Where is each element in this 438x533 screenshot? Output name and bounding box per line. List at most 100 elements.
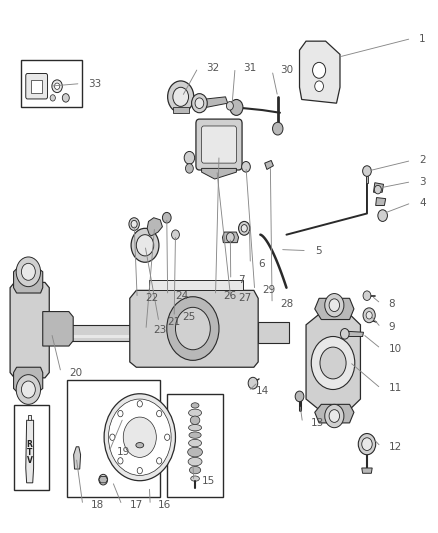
Circle shape [109,399,171,475]
Circle shape [241,224,247,232]
Circle shape [242,161,251,172]
Circle shape [162,213,171,223]
Circle shape [136,235,154,256]
Polygon shape [366,176,368,183]
Circle shape [137,467,142,474]
Circle shape [195,98,204,109]
Text: T: T [27,448,32,457]
Circle shape [185,164,193,173]
Ellipse shape [189,466,201,474]
Circle shape [362,438,372,450]
Circle shape [137,401,142,407]
Circle shape [325,405,344,427]
Polygon shape [14,266,43,293]
Polygon shape [147,217,162,236]
Circle shape [272,122,283,135]
Circle shape [129,217,139,230]
Circle shape [325,294,344,317]
Text: 22: 22 [145,293,158,303]
Text: 23: 23 [154,325,167,335]
Text: 3: 3 [419,176,426,187]
Ellipse shape [187,447,202,457]
FancyBboxPatch shape [201,126,237,163]
Text: 30: 30 [280,66,293,75]
Polygon shape [265,160,273,169]
Circle shape [21,381,35,398]
Text: 7: 7 [239,274,245,285]
Text: 14: 14 [256,386,269,396]
FancyBboxPatch shape [196,119,242,170]
Circle shape [184,151,194,164]
Ellipse shape [188,457,202,466]
Circle shape [54,83,60,90]
Circle shape [320,347,346,379]
Circle shape [131,228,159,262]
Circle shape [329,299,339,312]
Text: 26: 26 [223,290,237,301]
Text: 1: 1 [419,34,426,44]
Text: 8: 8 [389,298,396,309]
Circle shape [295,391,304,402]
Text: 17: 17 [130,500,143,510]
Text: 16: 16 [158,500,171,510]
Polygon shape [376,198,386,206]
Circle shape [123,417,156,457]
Bar [14,406,49,490]
Circle shape [363,308,375,322]
Circle shape [131,220,137,228]
Polygon shape [19,335,130,338]
Text: 4: 4 [419,198,426,208]
Circle shape [378,210,388,221]
Text: 15: 15 [201,477,215,486]
Text: 10: 10 [389,344,402,354]
Polygon shape [149,280,243,290]
Polygon shape [362,468,372,473]
Ellipse shape [191,476,199,481]
Text: R: R [27,440,32,449]
Circle shape [156,410,162,417]
Circle shape [99,474,108,485]
Polygon shape [26,420,34,483]
Text: 33: 33 [88,78,102,88]
Circle shape [311,336,355,390]
Polygon shape [315,298,354,319]
Circle shape [315,81,323,92]
Ellipse shape [190,416,200,424]
Text: 2: 2 [419,156,426,165]
Circle shape [110,434,115,440]
Polygon shape [315,405,354,423]
Polygon shape [74,447,81,469]
Circle shape [239,221,250,235]
Ellipse shape [188,424,201,431]
Ellipse shape [188,409,201,417]
Text: 12: 12 [389,442,402,452]
Circle shape [165,434,170,440]
Polygon shape [173,108,188,113]
Text: 21: 21 [167,317,180,327]
Polygon shape [345,331,364,336]
Text: 5: 5 [315,246,321,256]
Bar [32,80,42,93]
Circle shape [168,81,194,113]
Circle shape [226,102,233,110]
Circle shape [313,62,325,78]
FancyBboxPatch shape [26,74,47,99]
Bar [167,394,223,497]
Polygon shape [300,41,340,103]
Circle shape [340,328,349,339]
Text: V: V [27,456,32,465]
Circle shape [21,263,35,280]
Polygon shape [130,290,258,367]
Text: 27: 27 [239,293,252,303]
Text: 25: 25 [182,312,195,322]
Circle shape [226,232,234,242]
Text: 18: 18 [91,500,104,510]
Text: 29: 29 [262,285,276,295]
Polygon shape [201,168,237,179]
Circle shape [366,312,372,319]
Polygon shape [19,325,130,341]
Text: 24: 24 [176,290,189,301]
Circle shape [50,95,55,101]
Ellipse shape [188,439,201,447]
Bar [67,381,160,497]
